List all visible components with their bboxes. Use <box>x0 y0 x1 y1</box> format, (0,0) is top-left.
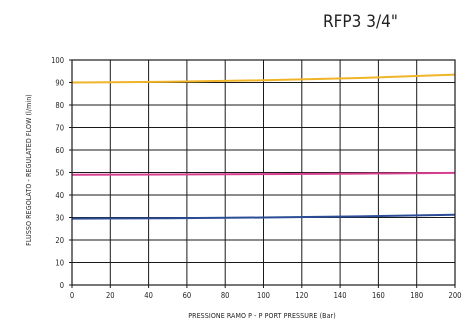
y-tick-label: 40 <box>55 191 64 200</box>
y-tick-label: 20 <box>55 236 64 245</box>
series-line-1 <box>71 73 456 84</box>
y-tick-label: 30 <box>55 214 64 223</box>
series-line-3 <box>71 213 456 220</box>
x-tick-label: 80 <box>221 291 230 300</box>
x-tick-label: 0 <box>70 291 74 300</box>
x-tick-label: 100 <box>257 291 270 300</box>
x-axis-label: PRESSIONE RAMO P - P PORT PRESSURE (Bar) <box>188 312 336 320</box>
y-tick-label: 100 <box>51 56 64 65</box>
y-tick-label: 10 <box>55 259 64 268</box>
y-tick-label: 70 <box>55 124 64 133</box>
x-tick-label: 60 <box>183 291 192 300</box>
series-lines <box>71 73 456 220</box>
x-tick-label: 140 <box>334 291 347 300</box>
plot-frame <box>71 59 456 286</box>
chart-title: RFP3 3/4" <box>323 12 398 32</box>
x-tick-label: 40 <box>144 291 153 300</box>
series-line-2 <box>71 171 456 176</box>
x-tick-labels: 0 20 40 60 80 100 120 140 160 180 200 <box>70 291 462 300</box>
y-tick-label: 50 <box>55 169 64 178</box>
x-tick-label: 180 <box>410 291 423 300</box>
y-tick-label: 60 <box>55 146 64 155</box>
y-axis-label: FLUSSO REGOLATO - REGULATED FLOW (l/min) <box>25 94 33 246</box>
y-tick-label: 90 <box>55 79 64 88</box>
y-tick-label: 80 <box>55 101 64 110</box>
x-tick-label: 20 <box>106 291 115 300</box>
x-tick-label: 160 <box>372 291 385 300</box>
y-tick-labels: 0 10 20 30 40 50 60 70 80 90 100 <box>51 56 64 290</box>
x-tick-label: 200 <box>449 291 462 300</box>
y-tick-label: 0 <box>60 281 64 290</box>
x-tick-label: 120 <box>295 291 308 300</box>
